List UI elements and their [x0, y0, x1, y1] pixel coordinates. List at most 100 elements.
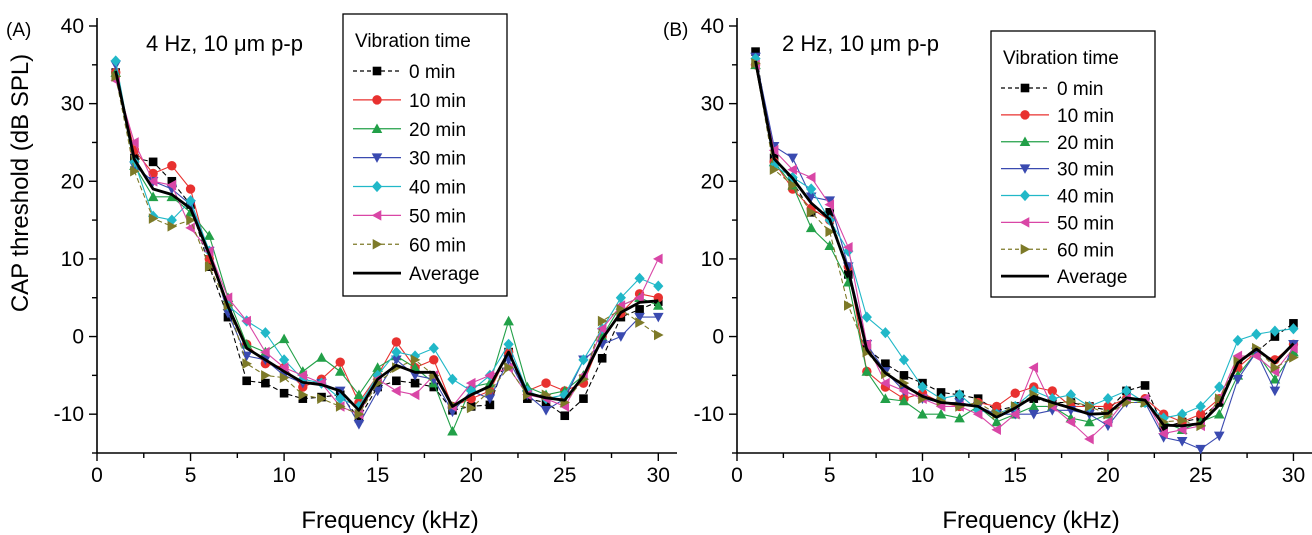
- panel-b-legend-swatch-marker: [1020, 83, 1030, 93]
- panel-a-legend-swatch-marker: [371, 210, 382, 221]
- panel-b-data-point-0-min: [825, 208, 835, 217]
- panel-a-data-point-40-min: [447, 373, 458, 385]
- panel-a-data-point-0-min: [354, 413, 364, 423]
- panel-b-data-point-50-min: [1232, 350, 1243, 362]
- panel-b-data-point-60-min: [1270, 362, 1281, 373]
- panel-a-data-point-50-min: [166, 179, 177, 191]
- panel-a-data-point-20-min: [372, 362, 383, 372]
- panel-b-data-point-60-min: [788, 179, 798, 191]
- panel-b-data-point-40-min: [1288, 323, 1299, 335]
- panel-b-data-point-60-min: [843, 300, 854, 311]
- panel-a-data-point-40-min: [559, 389, 570, 401]
- panel-b-data-point-60-min: [769, 164, 780, 175]
- panel-b-data-point-40-min: [1028, 385, 1039, 397]
- panel-a-data-point-30-min: [372, 386, 383, 397]
- panel-a-data-point-0-min: [148, 157, 158, 167]
- panel-a-label: (A): [6, 20, 31, 41]
- panel-a-data-point-60-min: [148, 213, 159, 224]
- panel-a-data-point-40-min: [110, 55, 121, 67]
- panel-b-data-point-30-min: [1195, 444, 1207, 455]
- panel-b-data-point-40-min: [917, 381, 928, 393]
- panel-b-data-point-60-min: [806, 207, 817, 218]
- panel-b-legend-swatch-marker: [1019, 217, 1030, 228]
- panel-a-data-point-40-min: [335, 393, 346, 405]
- panel-b-x-tick-label: 25: [1189, 464, 1212, 487]
- panel-a-data-point-10-min: [429, 355, 439, 365]
- panel-a-data-point-50-min: [222, 292, 233, 304]
- panel-b-legend-item-40-min: 40 min: [1001, 187, 1114, 208]
- panel-a-data-point-40-min: [391, 346, 402, 358]
- panel-a-x-tick-label: 25: [553, 464, 576, 487]
- panel-b-data-point-10-min: [1047, 386, 1058, 396]
- panel-b-data-point-0-min: [1140, 381, 1150, 390]
- panel-a-data-point-10-min: [185, 184, 196, 194]
- panel-b-data-point-50-min: [805, 172, 816, 183]
- panel-b-legend-item-0-min: 0 min: [1001, 79, 1103, 100]
- panel-a-legend-swatch-marker: [372, 95, 382, 105]
- panel-b-x-tick-label: 5: [824, 464, 836, 487]
- panel-b-y-tick-label: -10: [694, 403, 724, 426]
- panel-a-legend: Vibration time 0 min 10 min 20 min 30 min 40 …: [342, 13, 508, 297]
- panel-b-data-point-0-min: [1159, 423, 1168, 432]
- panel-a-series-average: [114, 70, 659, 412]
- panel-b-data-point-50-min: [787, 164, 797, 175]
- panel-b-legend-swatch-marker: [1020, 243, 1031, 255]
- panel-a-data-point-30-min: [353, 419, 365, 430]
- panel-b-data-point-60-min: [1177, 415, 1188, 426]
- panel-a-data-point-10-min: [167, 161, 177, 171]
- panel-b-legend-label: 20 min: [1057, 133, 1114, 154]
- panel-a-legend-item-50-min: 50 min: [353, 206, 466, 227]
- panel-a-legend-label: 10 min: [409, 91, 466, 112]
- panel-a-data-point-20-min: [316, 352, 327, 362]
- panel-a-x-tick-label: 15: [366, 464, 389, 487]
- panel-b-legend-label: 50 min: [1057, 213, 1114, 234]
- panel-b-data-point-50-min: [1288, 342, 1298, 354]
- panel-b-legend-label: 10 min: [1057, 106, 1114, 127]
- panel-b-y-tick-label: 20: [701, 170, 724, 193]
- panel-b-data-point-20-min: [954, 412, 965, 423]
- panel-a-data-point-40-min: [578, 354, 589, 366]
- panel-b-data-point-20-min: [1028, 401, 1040, 411]
- panel-a-data-point-60-min: [335, 401, 346, 412]
- panel-a-data-point-60-min: [317, 393, 327, 404]
- panel-a-data-point-50-min: [129, 137, 139, 148]
- panel-b-data-point-20-min: [824, 240, 836, 251]
- panel-a-data-point-20-min: [652, 300, 664, 310]
- panel-b-data-point-0-min: [751, 47, 760, 56]
- panel-b-data-point-20-min: [898, 395, 910, 406]
- panel-b-data-point-60-min: [825, 226, 836, 238]
- panel-a-series-line-60-min: [115, 76, 659, 415]
- panel-a-data-point-50-min: [465, 377, 476, 389]
- panel-a-x-tick-label: 30: [647, 464, 670, 487]
- panel-b-legend-label: Average: [1057, 267, 1127, 288]
- panel-b-data-point-60-min: [1066, 395, 1077, 407]
- panel-b-data-point-50-min: [1176, 424, 1187, 436]
- panel-b: (B) 2 Hz, 10 μm p-p Frequency (kHz) 0 5 10…: [663, 15, 1312, 534]
- panel-b-y-tick-label: 40: [701, 15, 724, 38]
- panel-b-data-point-40-min: [1269, 325, 1281, 337]
- panel-a-y-tick-label: 30: [61, 93, 84, 116]
- panel-a-data-point-20-min: [353, 389, 365, 400]
- panel-a-data-point-60-min: [466, 402, 477, 414]
- panel-b-data-point-60-min: [1289, 352, 1299, 363]
- panel-b-x-tick-label: 15: [1004, 464, 1027, 487]
- panel-b-data-point-60-min: [936, 395, 947, 407]
- panel-b-data-point-50-min: [1028, 362, 1039, 373]
- panel-a-data-point-40-min: [653, 280, 664, 292]
- panel-b-data-point-20-min: [805, 222, 817, 233]
- panel-a-legend-swatch-marker: [372, 238, 383, 250]
- panel-b-data-point-30-min: [1028, 409, 1040, 420]
- panel-a-data-point-50-min: [147, 175, 158, 187]
- panel-b-data-point-40-min: [880, 327, 891, 339]
- panel-b-legend-swatch-marker: [1019, 136, 1031, 147]
- panel-a-data-point-50-min: [634, 292, 644, 304]
- panel-b-data-point-50-min: [1251, 350, 1261, 362]
- panel-b-data-point-50-min: [972, 408, 983, 420]
- panel-a-data-point-20-min: [166, 191, 178, 202]
- panel-b-legend-label: 40 min: [1057, 187, 1114, 208]
- panel-a-data-point-60-min: [204, 261, 215, 272]
- panel-b-legend-item-50-min: 50 min: [1001, 213, 1114, 234]
- panel-a-data-point-40-min: [634, 272, 645, 284]
- panel-a-series-line-40-min: [115, 60, 659, 407]
